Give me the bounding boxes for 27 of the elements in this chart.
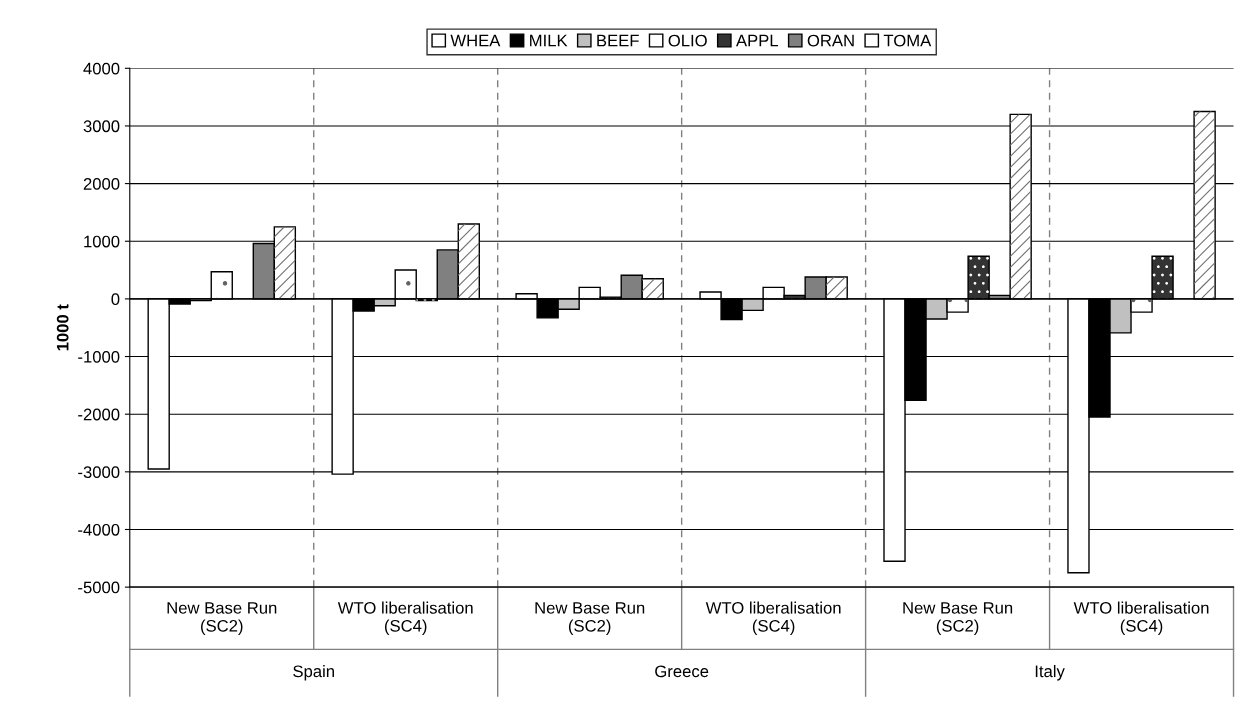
y-tick-label: 0	[111, 293, 120, 306]
text: Spain	[293, 664, 334, 681]
legend-label: ORAN	[807, 34, 854, 47]
legend-label: BEEF	[597, 34, 639, 47]
x-tick-label: New Base Run (SC2)	[535, 602, 645, 635]
y-tick-label: -3000	[78, 466, 120, 479]
text: Italy	[1035, 664, 1065, 681]
x-tick-label: New Base Run (SC2)	[167, 602, 277, 635]
text: Greece	[655, 665, 709, 678]
legend-label: MILK	[530, 34, 568, 47]
y-tick-label: -4000	[78, 523, 120, 536]
y-tick-label: -5000	[78, 581, 120, 594]
legend-label: OLIO	[668, 34, 707, 47]
y-axis-title: 1000 t	[56, 304, 69, 351]
y-tick-label: 1000	[84, 235, 120, 248]
y-tick-label: 2000	[83, 177, 120, 190]
legend-label: APPL	[736, 34, 779, 47]
y-tick-label: 4000	[83, 62, 120, 75]
x-tick-label: WTO liberalisation (SC4)	[705, 601, 841, 635]
legend-label: WHEA	[450, 34, 501, 47]
legend-label: TOMA	[883, 34, 932, 47]
x-tick-label: WTO liberalisation (SC4)	[1073, 601, 1209, 635]
y-tick-label: -1000	[78, 350, 120, 363]
x-tick-label: WTO liberalisation (SC4)	[337, 601, 473, 635]
x-tick-label: New Base Run (SC2)	[903, 602, 1013, 635]
y-tick-label: -2000	[78, 408, 120, 421]
y-tick-label: 3000	[83, 120, 120, 133]
